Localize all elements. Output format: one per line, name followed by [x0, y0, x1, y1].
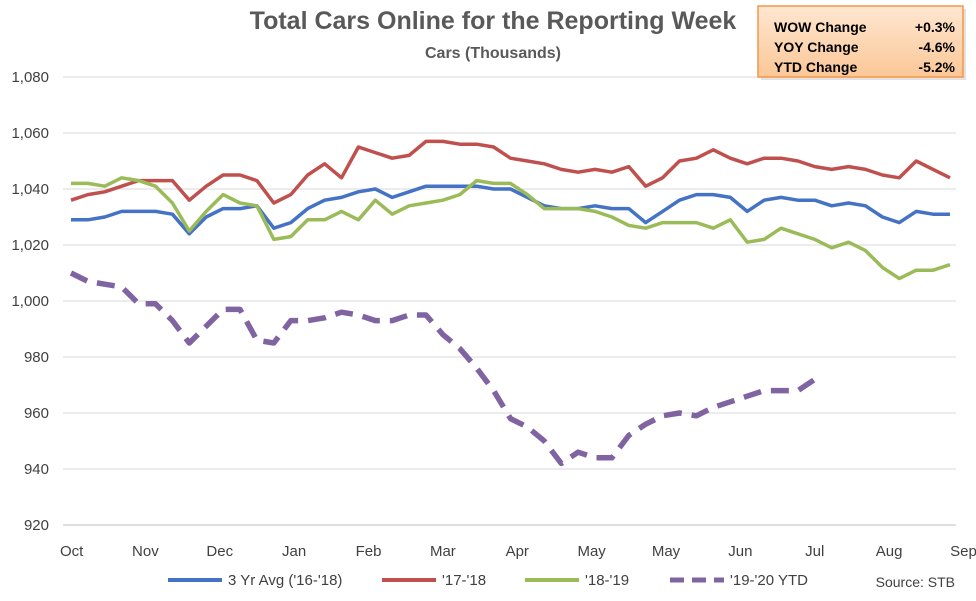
x-tick-label: Jul [805, 543, 824, 560]
x-axis: Oct Nov Dec Jan Feb Mar Apr May May Jun Jul Aug Sep [60, 543, 976, 560]
x-tick-label: Jun [728, 543, 752, 560]
x-tick-label: Feb [356, 543, 382, 560]
x-tick-label: Aug [876, 543, 903, 560]
x-tick-label: May [577, 543, 606, 560]
wow-change-value: +0.3% [915, 19, 956, 35]
y-tick-label: 1,040 [11, 181, 49, 198]
wow-change-label: WOW Change [774, 19, 867, 35]
ytd-change-label: YTD Change [774, 59, 857, 75]
legend: 3 Yr Avg ('16-'18) '17-'18 '18-'19 '19-'… [168, 572, 808, 589]
x-tick-label: Sep [950, 543, 976, 560]
ytd-change-value: -5.2% [918, 59, 955, 75]
x-tick-label: Oct [60, 543, 84, 560]
x-tick-label: Apr [506, 543, 529, 560]
x-tick-label: Jan [282, 543, 306, 560]
y-tick-label: 920 [24, 517, 49, 534]
y-tick-label: 960 [24, 405, 49, 422]
series-line-1 [70, 139, 951, 205]
legend-label-18-19: '18-'19 [585, 572, 629, 589]
y-tick-label: 1,000 [11, 293, 49, 310]
y-tick-label: 1,080 [11, 69, 49, 86]
chart-title: Total Cars Online for the Reporting Week [250, 7, 737, 35]
y-tick-label: 1,020 [11, 237, 49, 254]
yoy-change-value: -4.6% [918, 39, 955, 55]
stats-box-background [757, 5, 964, 78]
legend-label-19-20-ytd: '19-'20 YTD [730, 572, 808, 589]
stats-box: WOW Change +0.3% YOY Change -4.6% YTD Ch… [757, 5, 966, 80]
plot-lines [69, 139, 951, 467]
series-line-3 [69, 270, 817, 467]
x-tick-label: Nov [132, 543, 159, 560]
yoy-change-label: YOY Change [774, 39, 859, 55]
series-line-0 [71, 184, 950, 236]
legend-label-17-18: '17-'18 [442, 572, 486, 589]
legend-label-3yr-avg: 3 Yr Avg ('16-'18) [228, 572, 342, 589]
y-tick-label: 940 [24, 461, 49, 478]
x-tick-label: Dec [206, 543, 233, 560]
y-axis: 920 940 960 980 1,000 1,020 1,040 1,060 1,080 [11, 69, 49, 534]
chart-subtitle: Cars (Thousands) [425, 45, 561, 62]
source-note: Source: STB [876, 574, 955, 590]
gridlines [63, 76, 956, 470]
y-tick-label: 1,060 [11, 125, 49, 142]
series-line-2 [71, 176, 951, 281]
y-tick-label: 980 [24, 349, 49, 366]
x-tick-label: May [652, 543, 681, 560]
x-tick-label: Mar [430, 543, 456, 560]
